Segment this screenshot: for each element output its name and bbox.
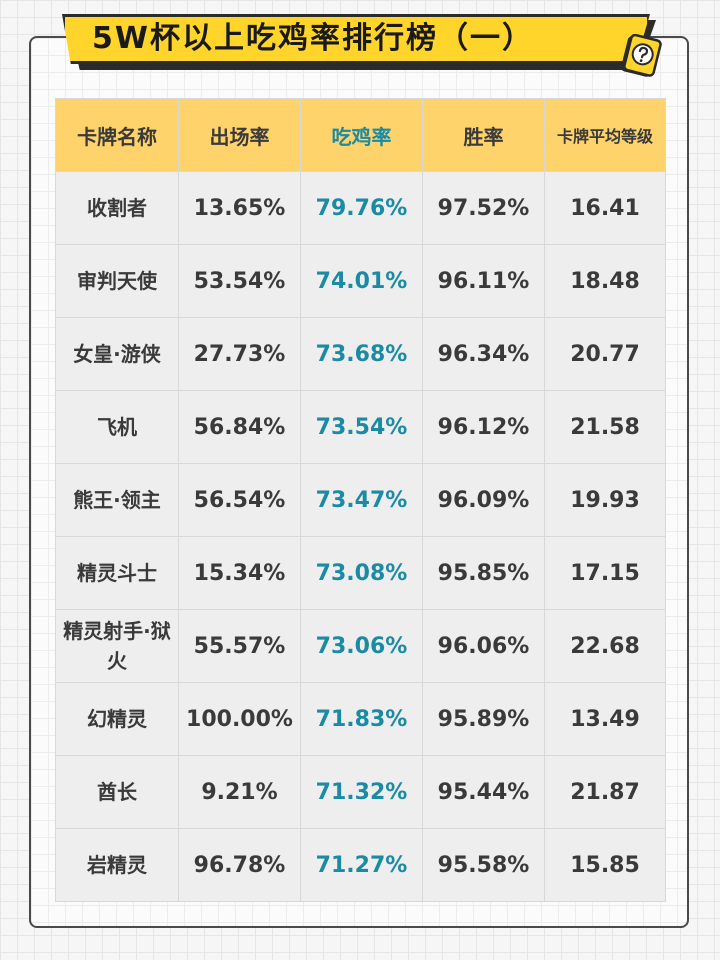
avg-level-cell: 19.93 xyxy=(544,463,666,537)
table-row: 岩精灵 96.78% 71.27% 95.58% 15.85 xyxy=(55,828,666,902)
table-row: 精灵斗士 15.34% 73.08% 95.85% 17.15 xyxy=(55,536,666,610)
chicken-rate-cell: 71.83% xyxy=(300,682,423,756)
win-rate-cell: 95.89% xyxy=(422,682,545,756)
appear-rate-cell: 9.21% xyxy=(178,755,301,829)
table-row: 精灵射手·狱火 55.57% 73.06% 96.06% 22.68 xyxy=(55,609,666,683)
header-card-name: 卡牌名称 xyxy=(55,98,179,172)
avg-level-cell: 22.68 xyxy=(544,609,666,683)
chicken-rate-cell: 73.47% xyxy=(300,463,423,537)
avg-level-cell: 21.58 xyxy=(544,390,666,464)
appear-rate-cell: 53.54% xyxy=(178,244,301,318)
table-header-row: 卡牌名称 出场率 吃鸡率 胜率 卡牌平均等级 xyxy=(55,98,666,172)
table-row: 女皇·游侠 27.73% 73.68% 96.34% 20.77 xyxy=(55,317,666,391)
chicken-rate-cell: 73.06% xyxy=(300,609,423,683)
header-appear-rate: 出场率 xyxy=(178,98,301,172)
avg-level-cell: 16.41 xyxy=(544,171,666,245)
chicken-rate-cell: 71.27% xyxy=(300,828,423,902)
win-rate-cell: 96.11% xyxy=(422,244,545,318)
win-rate-cell: 96.12% xyxy=(422,390,545,464)
header-win-rate: 胜率 xyxy=(422,98,545,172)
appear-rate-cell: 56.84% xyxy=(178,390,301,464)
header-avg-level: 卡牌平均等级 xyxy=(544,98,666,172)
chicken-rate-cell: 73.08% xyxy=(300,536,423,610)
win-rate-cell: 96.34% xyxy=(422,317,545,391)
avg-level-cell: 18.48 xyxy=(544,244,666,318)
card-name-cell: 熊王·领主 xyxy=(55,463,179,537)
title-banner: 5W杯以上吃鸡率排行榜（一） xyxy=(62,14,662,72)
win-rate-cell: 95.58% xyxy=(422,828,545,902)
card-name-cell: 幻精灵 xyxy=(55,682,179,756)
chicken-rate-cell: 73.54% xyxy=(300,390,423,464)
avg-level-cell: 20.77 xyxy=(544,317,666,391)
appear-rate-cell: 56.54% xyxy=(178,463,301,537)
appear-rate-cell: 27.73% xyxy=(178,317,301,391)
win-rate-cell: 95.44% xyxy=(422,755,545,829)
page-title: 5W杯以上吃鸡率排行榜（一） xyxy=(92,21,534,56)
appear-rate-cell: 15.34% xyxy=(178,536,301,610)
chicken-rate-cell: 79.76% xyxy=(300,171,423,245)
card-name-cell: 酋长 xyxy=(55,755,179,829)
table-row: 熊王·领主 56.54% 73.47% 96.09% 19.93 xyxy=(55,463,666,537)
table-row: 酋长 9.21% 71.32% 95.44% 21.87 xyxy=(55,755,666,829)
appear-rate-cell: 96.78% xyxy=(178,828,301,902)
card-name-cell: 飞机 xyxy=(55,390,179,464)
card-name-cell: 岩精灵 xyxy=(55,828,179,902)
avg-level-cell: 13.49 xyxy=(544,682,666,756)
win-rate-cell: 97.52% xyxy=(422,171,545,245)
table-row: 飞机 56.84% 73.54% 96.12% 21.58 xyxy=(55,390,666,464)
question-card-icon xyxy=(620,34,662,77)
appear-rate-cell: 13.65% xyxy=(178,171,301,245)
chicken-rate-cell: 71.32% xyxy=(300,755,423,829)
avg-level-cell: 21.87 xyxy=(544,755,666,829)
win-rate-cell: 96.09% xyxy=(422,463,545,537)
ranking-table: 卡牌名称 出场率 吃鸡率 胜率 卡牌平均等级 收割者 13.65% 79.76% 97… xyxy=(55,98,666,902)
chicken-rate-cell: 73.68% xyxy=(300,317,423,391)
table-row: 收割者 13.65% 79.76% 97.52% 16.41 xyxy=(55,171,666,245)
avg-level-cell: 17.15 xyxy=(544,536,666,610)
avg-level-cell: 15.85 xyxy=(544,828,666,902)
card-name-cell: 审判天使 xyxy=(55,244,179,318)
table-row: 审判天使 53.54% 74.01% 96.11% 18.48 xyxy=(55,244,666,318)
card-name-cell: 收割者 xyxy=(55,171,179,245)
card-name-cell: 精灵斗士 xyxy=(55,536,179,610)
chicken-rate-cell: 74.01% xyxy=(300,244,423,318)
card-name-cell: 女皇·游侠 xyxy=(55,317,179,391)
win-rate-cell: 96.06% xyxy=(422,609,545,683)
card-name-cell: 精灵射手·狱火 xyxy=(55,609,179,683)
table-row: 幻精灵 100.00% 71.83% 95.89% 13.49 xyxy=(55,682,666,756)
win-rate-cell: 95.85% xyxy=(422,536,545,610)
appear-rate-cell: 100.00% xyxy=(178,682,301,756)
appear-rate-cell: 55.57% xyxy=(178,609,301,683)
header-chicken-rate: 吃鸡率 xyxy=(300,98,423,172)
